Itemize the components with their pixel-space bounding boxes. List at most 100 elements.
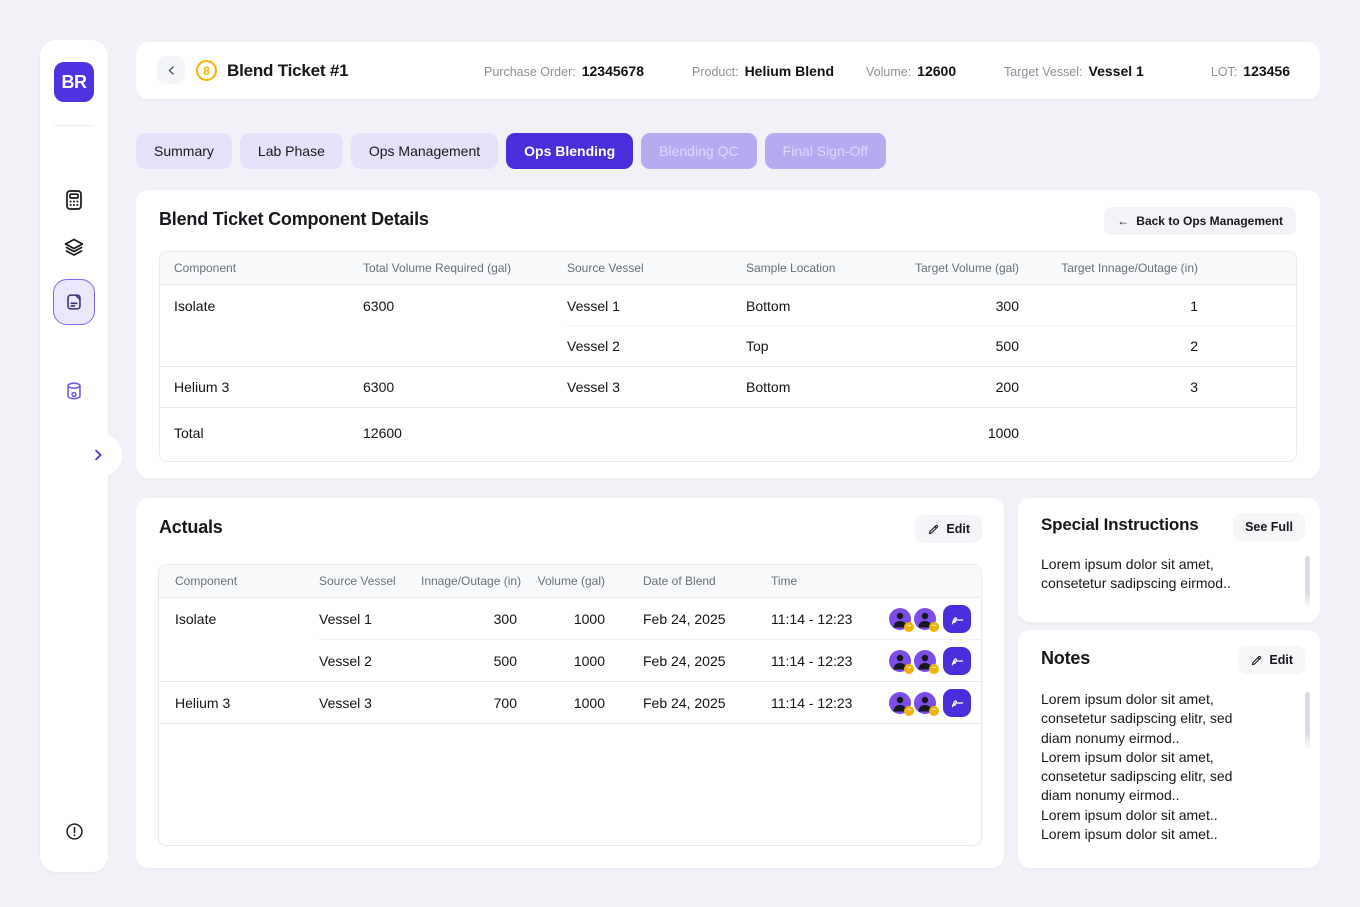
row-actions: ··· ··· — [889, 689, 981, 717]
actuals-card: Actuals Edit Component Source Vessel Inn… — [136, 498, 1004, 868]
cell-total-volume: 6300 — [363, 298, 567, 314]
tab-lab-phase[interactable]: Lab Phase — [240, 133, 343, 169]
text-line: consetetur sadipscing elitr, sed — [1041, 709, 1232, 728]
meta-purchase-order: Purchase Order: 12345678 — [484, 63, 644, 79]
meta-lot: LOT: 123456 — [1211, 63, 1290, 79]
section-title: Special Instructions — [1041, 515, 1199, 535]
cell-source-vessel: Vessel 1 — [319, 611, 421, 627]
see-full-button[interactable]: See Full — [1233, 513, 1305, 541]
cell-volume: 1000 — [531, 653, 643, 669]
cell-source-vessel: Vessel 1 — [567, 298, 746, 314]
notes-text: Lorem ipsum dolor sit amet, consetetur s… — [1041, 690, 1232, 844]
info-circle-icon — [64, 821, 85, 842]
cell-sample-location: Top — [746, 338, 913, 354]
sign-button[interactable] — [943, 689, 971, 717]
table-row: Helium 3 6300 Vessel 3 Bottom 200 3 — [160, 367, 1296, 408]
meta-label: Volume: — [866, 65, 911, 79]
database-icon — [63, 380, 85, 402]
meta-label: Product: — [692, 65, 739, 79]
table-row: Vessel 2 500 1000 Feb 24, 2025 11:14 - 1… — [159, 640, 981, 682]
sidebar-item-vessels[interactable] — [62, 379, 86, 403]
sidebar-item-layers[interactable] — [62, 236, 86, 260]
tab-summary[interactable]: Summary — [136, 133, 232, 169]
meta-value: 123456 — [1243, 63, 1290, 79]
cell-target-volume-total: 1000 — [913, 425, 1035, 441]
sidebar-item-calculator[interactable] — [62, 188, 86, 212]
column-header: Sample Location — [746, 261, 913, 275]
text-line: diam nonumy eirmod.. — [1041, 786, 1232, 805]
cell-innage-outage: 500 — [421, 653, 531, 669]
component-details-card: Blend Ticket Component Details ← Back to… — [136, 190, 1320, 478]
column-header: Date of Blend — [643, 574, 771, 588]
ticket-header: 8 Blend Ticket #1 Purchase Order: 123456… — [136, 42, 1320, 99]
tab-ops-blending[interactable]: Ops Blending — [506, 133, 633, 169]
meta-volume: Volume: 12600 — [866, 63, 956, 79]
meta-target-vessel: Target Vessel: Vessel 1 — [1004, 63, 1144, 79]
page-title: Blend Ticket #1 — [227, 61, 348, 81]
text-line: diam nonumy eirmod.. — [1041, 729, 1232, 748]
chevron-right-icon — [90, 447, 106, 463]
section-title: Actuals — [159, 517, 223, 538]
back-button[interactable] — [157, 56, 185, 84]
cell-time: 11:14 - 12:23 — [771, 611, 889, 627]
signature-icon — [949, 611, 966, 628]
meta-label: Target Vessel: — [1004, 65, 1083, 79]
column-header: Source Vessel — [319, 574, 421, 588]
avatar-pending-badge: ··· — [904, 706, 914, 716]
sign-button[interactable] — [943, 647, 971, 675]
cell-source-vessel: Vessel 2 — [319, 653, 421, 669]
table-row: Isolate Vessel 1 300 1000 Feb 24, 2025 1… — [159, 598, 981, 640]
sidebar-expand-button[interactable] — [90, 447, 106, 463]
avatar-pending-badge: ··· — [929, 622, 939, 632]
meta-value: Vessel 1 — [1089, 63, 1144, 79]
actuals-edit-button[interactable]: Edit — [915, 515, 982, 543]
arrow-left-icon: ← — [1117, 214, 1129, 228]
user-avatar[interactable]: ··· — [889, 608, 911, 630]
table-header-row: Component Source Vessel Innage/Outage (i… — [159, 565, 981, 598]
column-header: Time — [771, 574, 889, 588]
avatar-pending-badge: ··· — [904, 622, 914, 632]
chevron-left-icon — [165, 64, 178, 77]
column-header: Volume (gal) — [531, 574, 643, 588]
column-header: Component — [160, 261, 363, 275]
meta-product: Product: Helium Blend — [692, 63, 834, 79]
signature-icon — [949, 694, 966, 711]
button-label: Edit — [946, 522, 970, 536]
tab-ops-management[interactable]: Ops Management — [351, 133, 498, 169]
user-avatar[interactable]: ··· — [889, 692, 911, 714]
cell-target-volume: 500 — [913, 338, 1035, 354]
meta-label: LOT: — [1211, 65, 1237, 79]
cell-innage-outage: 700 — [421, 695, 531, 711]
user-avatar[interactable]: ··· — [889, 650, 911, 672]
user-avatar[interactable]: ··· — [914, 692, 936, 714]
scrollbar-thumb[interactable] — [1305, 556, 1310, 608]
tab-blending-qc: Blending QC — [641, 133, 756, 169]
cell-target-volume: 300 — [913, 298, 1035, 314]
section-title: Notes — [1041, 648, 1090, 669]
back-to-ops-management-button[interactable]: ← Back to Ops Management — [1104, 207, 1296, 235]
text-line: Lorem ipsum dolor sit amet.. — [1041, 825, 1232, 844]
cell-total-volume: 6300 — [363, 379, 567, 395]
sign-button[interactable] — [943, 605, 971, 633]
sidebar-divider — [54, 125, 94, 126]
avatar-pending-badge: ··· — [929, 664, 939, 674]
sidebar-item-tickets-active[interactable] — [53, 279, 95, 325]
meta-value: 12345678 — [582, 63, 644, 79]
column-header: Component — [159, 574, 319, 588]
cell-date-of-blend: Feb 24, 2025 — [643, 653, 771, 669]
pencil-icon — [927, 523, 940, 536]
user-avatar[interactable]: ··· — [914, 608, 936, 630]
column-header: Total Volume Required (gal) — [363, 261, 567, 275]
notes-edit-button[interactable]: Edit — [1238, 646, 1305, 674]
cell-target-innage: 1 — [1035, 298, 1296, 314]
text-line: Lorem ipsum dolor sit amet, — [1041, 690, 1232, 709]
button-label: Edit — [1269, 653, 1293, 667]
text-line: consetetur sadipscing elitr, sed — [1041, 767, 1232, 786]
table-row: Isolate 6300 Vessel 1 Bottom 300 1 — [160, 285, 1296, 326]
tab-final-sign-off: Final Sign-Off — [765, 133, 886, 169]
scrollbar-thumb[interactable] — [1305, 692, 1310, 750]
table-header-row: Component Total Volume Required (gal) So… — [160, 252, 1296, 285]
cell-total-label: Total — [160, 425, 363, 441]
sidebar-item-info[interactable] — [62, 819, 86, 843]
user-avatar[interactable]: ··· — [914, 650, 936, 672]
